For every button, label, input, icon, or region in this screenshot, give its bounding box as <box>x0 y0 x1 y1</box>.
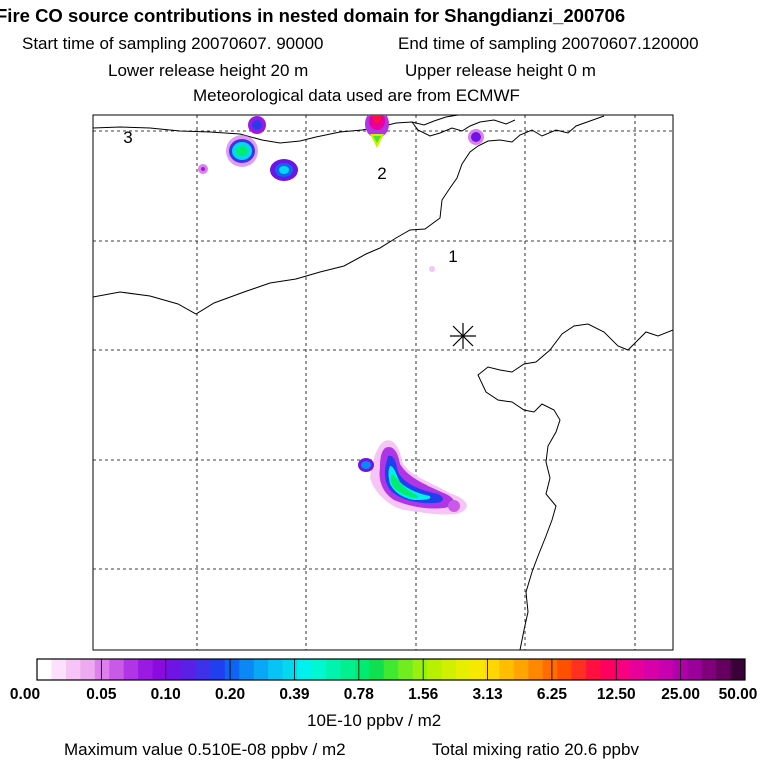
colorbar-segment <box>80 659 96 680</box>
colorbar-segment <box>253 659 269 680</box>
colorbar-segment <box>195 659 211 680</box>
lower-release-label: Lower release height 20 m <box>108 61 309 80</box>
colorbar-segment <box>643 659 659 680</box>
plot-title: Fire CO source contributions in nested d… <box>0 5 626 26</box>
colorbar-segment <box>513 659 529 680</box>
colorbar-segment <box>268 659 284 680</box>
colorbar-segment <box>210 659 226 680</box>
colorbar-segment <box>167 659 182 680</box>
colorbar-segment <box>456 659 471 680</box>
station-asterisk-icon <box>450 323 476 349</box>
colorbar-tick-label: 6.25 <box>536 686 567 703</box>
colorbar-tick-label: 0.78 <box>343 686 374 703</box>
colorbar-segment <box>687 659 703 680</box>
region-label-2: 2 <box>377 164 386 183</box>
max-value-label: Maximum value 0.510E-08 ppbv / m2 <box>64 740 346 759</box>
colorbar-segment <box>600 659 616 680</box>
colorbar-segment <box>51 659 67 680</box>
fire-co-plumes <box>198 115 484 515</box>
colorbar-tick-label: 0.10 <box>150 686 181 703</box>
colorbar-segment <box>427 659 442 680</box>
colorbar-segment <box>470 659 486 680</box>
color-scale-bar <box>37 659 746 680</box>
colorbar-tick-label: 0.05 <box>86 686 117 703</box>
colorbar-segment <box>152 659 168 680</box>
map-frame <box>92 114 674 651</box>
colorbar-segment <box>672 659 688 680</box>
colorbar-segment <box>542 659 558 680</box>
total-mixing-label: Total mixing ratio 20.6 ppbv <box>432 740 639 759</box>
colorbar-frame <box>36 658 746 681</box>
colorbar-tick-label: 50.00 <box>718 686 758 703</box>
colorbar-segment <box>181 659 197 680</box>
colorbar-segment <box>730 659 746 680</box>
colorbar-segment <box>586 659 601 680</box>
colorbar-segment <box>614 659 630 680</box>
colorbar-segment <box>528 659 544 680</box>
colorbar-tick-label: 12.50 <box>596 686 636 703</box>
colorbar-segment <box>123 659 139 680</box>
colorbar-segment <box>239 659 255 680</box>
colorbar-segment <box>138 659 153 680</box>
colorbar-segment <box>340 659 356 680</box>
colorbar-segment <box>441 659 457 680</box>
end-time-label: End time of sampling 20070607.120000 <box>398 34 699 53</box>
colorbar-segment <box>94 659 110 680</box>
colorbar-segment <box>557 659 573 680</box>
colorbar-segment <box>109 659 125 680</box>
colorbar-segment <box>658 659 674 680</box>
region-label-3: 3 <box>123 128 132 147</box>
colorbar-segment <box>571 659 587 680</box>
colorbar-tick-label: 0.20 <box>214 686 246 703</box>
colorbar-segment <box>65 659 81 680</box>
colorbar-segment <box>716 659 731 680</box>
met-data-label: Meteorological data used are from ECMWF <box>193 86 520 105</box>
colorbar-segment <box>297 659 312 680</box>
region-label-1: 1 <box>448 247 457 266</box>
colorbar-segment <box>369 659 385 680</box>
colorbar-segment <box>701 659 717 680</box>
colorbar-segment <box>484 659 500 680</box>
colorbar-segment <box>224 659 240 680</box>
colorbar-segment <box>37 659 52 680</box>
colorbar-segment <box>311 659 327 680</box>
colorbar-segment <box>398 659 414 680</box>
lat-lon-grid <box>93 115 673 650</box>
colorbar-segment <box>282 659 298 680</box>
colorbar-tick-label: 0.39 <box>279 686 310 703</box>
colorbar-segment <box>412 659 428 680</box>
colorbar-tick-label: 3.13 <box>472 686 503 703</box>
colorbar-unit-label: 10E-10 ppbv / m2 <box>307 711 442 730</box>
colorbar-segment <box>383 659 399 680</box>
colorbar-segment <box>499 659 515 680</box>
colorbar-segment <box>325 659 341 680</box>
start-time-label: Start time of sampling 20070607. 90000 <box>22 34 324 53</box>
colorbar-tick-label: 25.00 <box>661 686 701 703</box>
colorbar-segment <box>629 659 645 680</box>
colorbar-tick-label: 0.00 <box>9 686 41 703</box>
colorbar-segment <box>354 659 370 680</box>
upper-release-label: Upper release height 0 m <box>405 61 596 80</box>
colorbar-tick-label: 1.56 <box>408 686 439 703</box>
boundary-lines <box>93 115 673 650</box>
